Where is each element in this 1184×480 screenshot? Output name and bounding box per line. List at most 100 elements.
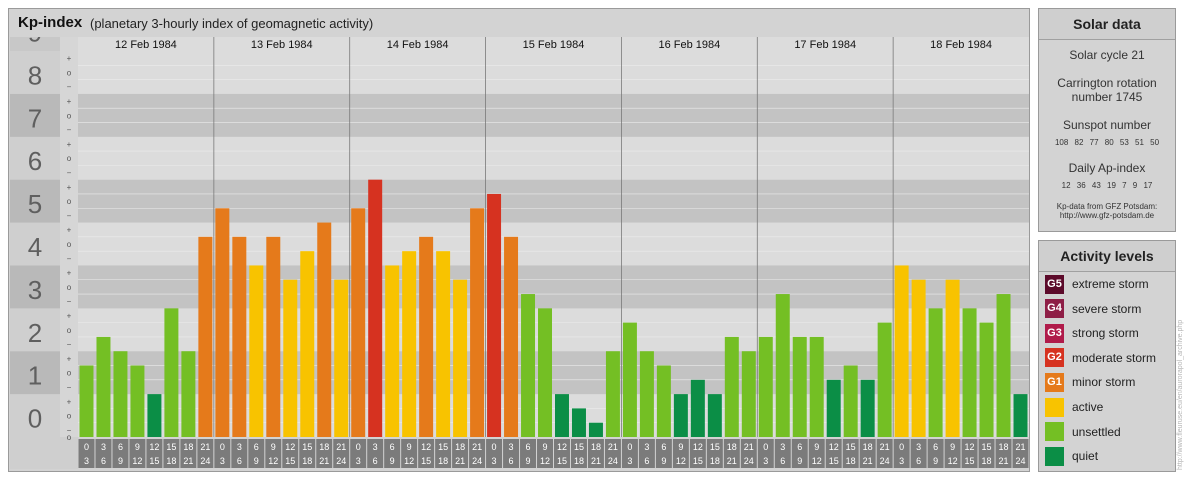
hour-cell bbox=[978, 439, 995, 468]
hour-end-label: 18 bbox=[438, 456, 448, 466]
hour-cell bbox=[655, 439, 672, 468]
hour-start-label: 21 bbox=[744, 442, 754, 452]
hour-cell bbox=[129, 439, 146, 468]
kp-bar bbox=[232, 236, 247, 437]
hour-cell bbox=[604, 439, 621, 468]
kp-bar bbox=[622, 322, 637, 437]
legend-label: active bbox=[1072, 400, 1104, 414]
kp-bar bbox=[215, 208, 230, 437]
hour-end-label: 24 bbox=[200, 456, 210, 466]
kp-bar bbox=[113, 351, 128, 437]
hour-cell bbox=[842, 439, 859, 468]
hour-start-label: 12 bbox=[557, 442, 567, 452]
axis-band bbox=[10, 394, 60, 437]
minor-tick-glyph: o bbox=[67, 154, 72, 163]
kp-bar bbox=[419, 236, 434, 437]
hour-cell bbox=[825, 439, 842, 468]
hour-end-label: 24 bbox=[744, 456, 754, 466]
minor-tick-glyph: + bbox=[67, 311, 72, 320]
hour-cell bbox=[350, 439, 367, 468]
hour-end-label: 3 bbox=[84, 456, 89, 466]
watermark-text: http://www.fleuruse.eu/en/aurorapol_arch… bbox=[1177, 320, 1184, 470]
kp-bar bbox=[368, 179, 383, 437]
hour-start-label: 18 bbox=[999, 442, 1009, 452]
hour-start-label: 12 bbox=[693, 442, 703, 452]
legend-label: unsettled bbox=[1072, 424, 1121, 439]
kp-bar bbox=[639, 351, 654, 437]
legend-swatch: G4 bbox=[1045, 299, 1064, 319]
hour-end-label: 9 bbox=[118, 456, 123, 466]
hour-start-label: 0 bbox=[356, 442, 361, 452]
activity-levels-panel: Activity levels G5 extreme storm G4 severe … bbox=[1038, 240, 1176, 472]
hour-cell bbox=[910, 439, 927, 468]
axis-band bbox=[10, 308, 60, 352]
grid-band bbox=[78, 136, 1029, 180]
hour-start-label: 18 bbox=[727, 442, 737, 452]
hour-end-label: 15 bbox=[965, 456, 975, 466]
hour-cell bbox=[638, 439, 655, 468]
grid-band bbox=[78, 93, 1029, 137]
hour-start-label: 0 bbox=[899, 442, 904, 452]
hour-start-label: 12 bbox=[829, 442, 839, 452]
legend-label: moderate storm bbox=[1072, 350, 1157, 365]
minor-tick-glyph: + bbox=[67, 97, 72, 106]
kp-bar bbox=[79, 365, 94, 437]
activity-levels-heading: Activity levels bbox=[1039, 241, 1175, 272]
hour-cell bbox=[927, 439, 944, 468]
hour-cell bbox=[774, 439, 791, 468]
hour-end-label: 24 bbox=[880, 456, 890, 466]
hour-cell bbox=[214, 439, 231, 468]
hour-start-label: 9 bbox=[407, 442, 412, 452]
hour-end-label: 6 bbox=[780, 456, 785, 466]
hour-start-label: 3 bbox=[373, 442, 378, 452]
minor-tick-glyph: o bbox=[67, 68, 72, 77]
kp-bar bbox=[792, 336, 807, 437]
axis-band bbox=[10, 93, 60, 137]
hour-start-label: 6 bbox=[390, 442, 395, 452]
hour-end-label: 9 bbox=[254, 456, 259, 466]
hour-start-label: 3 bbox=[644, 442, 649, 452]
legend-item-active: active bbox=[1045, 397, 1103, 417]
hour-cell bbox=[265, 439, 282, 468]
kp-bar bbox=[673, 394, 688, 437]
hour-start-label: 21 bbox=[200, 442, 210, 452]
axis-band bbox=[10, 265, 60, 309]
hour-end-label: 12 bbox=[540, 456, 550, 466]
hour-start-label: 9 bbox=[950, 442, 955, 452]
kp-bar bbox=[96, 336, 111, 437]
y-tick-label: 6 bbox=[28, 146, 42, 176]
hour-end-label: 9 bbox=[526, 456, 531, 466]
legend-item-moderate-storm: G2 moderate storm bbox=[1045, 348, 1156, 368]
hour-end-label: 18 bbox=[166, 456, 176, 466]
hour-start-label: 12 bbox=[285, 442, 295, 452]
chart-subtitle: (planetary 3-hourly index of geomagnetic… bbox=[90, 16, 374, 31]
chart-title: Kp-index bbox=[18, 14, 83, 31]
solar-data-heading: Solar data bbox=[1039, 9, 1175, 40]
kp-bar bbox=[555, 394, 569, 437]
y-tick-label: 2 bbox=[28, 318, 42, 348]
hour-cell bbox=[1012, 439, 1029, 468]
hour-start-label: 6 bbox=[254, 442, 259, 452]
hour-cell bbox=[418, 439, 435, 468]
legend-item-quiet: quiet bbox=[1045, 446, 1098, 466]
kp-bar bbox=[945, 279, 960, 437]
hour-cell bbox=[180, 439, 197, 468]
hour-end-label: 18 bbox=[574, 456, 584, 466]
hour-start-label: 9 bbox=[814, 442, 819, 452]
kp-bar bbox=[588, 422, 603, 437]
kp-bar bbox=[436, 251, 451, 437]
hour-start-label: 6 bbox=[797, 442, 802, 452]
hour-start-label: 6 bbox=[118, 442, 123, 452]
solar-cycle: Solar cycle 21 bbox=[1069, 48, 1145, 62]
hour-end-label: 3 bbox=[220, 456, 225, 466]
hour-cell bbox=[231, 439, 248, 468]
axis-bottom-fill bbox=[10, 437, 78, 469]
watermark-url: http://www.fleuruse.eu/en/aurorapol_arch… bbox=[1177, 320, 1184, 470]
hour-cell bbox=[621, 439, 638, 468]
kp-bar bbox=[351, 208, 366, 437]
hour-start-label: 0 bbox=[763, 442, 768, 452]
hour-cell bbox=[520, 439, 537, 468]
hour-start-label: 6 bbox=[526, 442, 531, 452]
hour-cell bbox=[367, 439, 384, 468]
hour-start-label: 15 bbox=[166, 442, 176, 452]
